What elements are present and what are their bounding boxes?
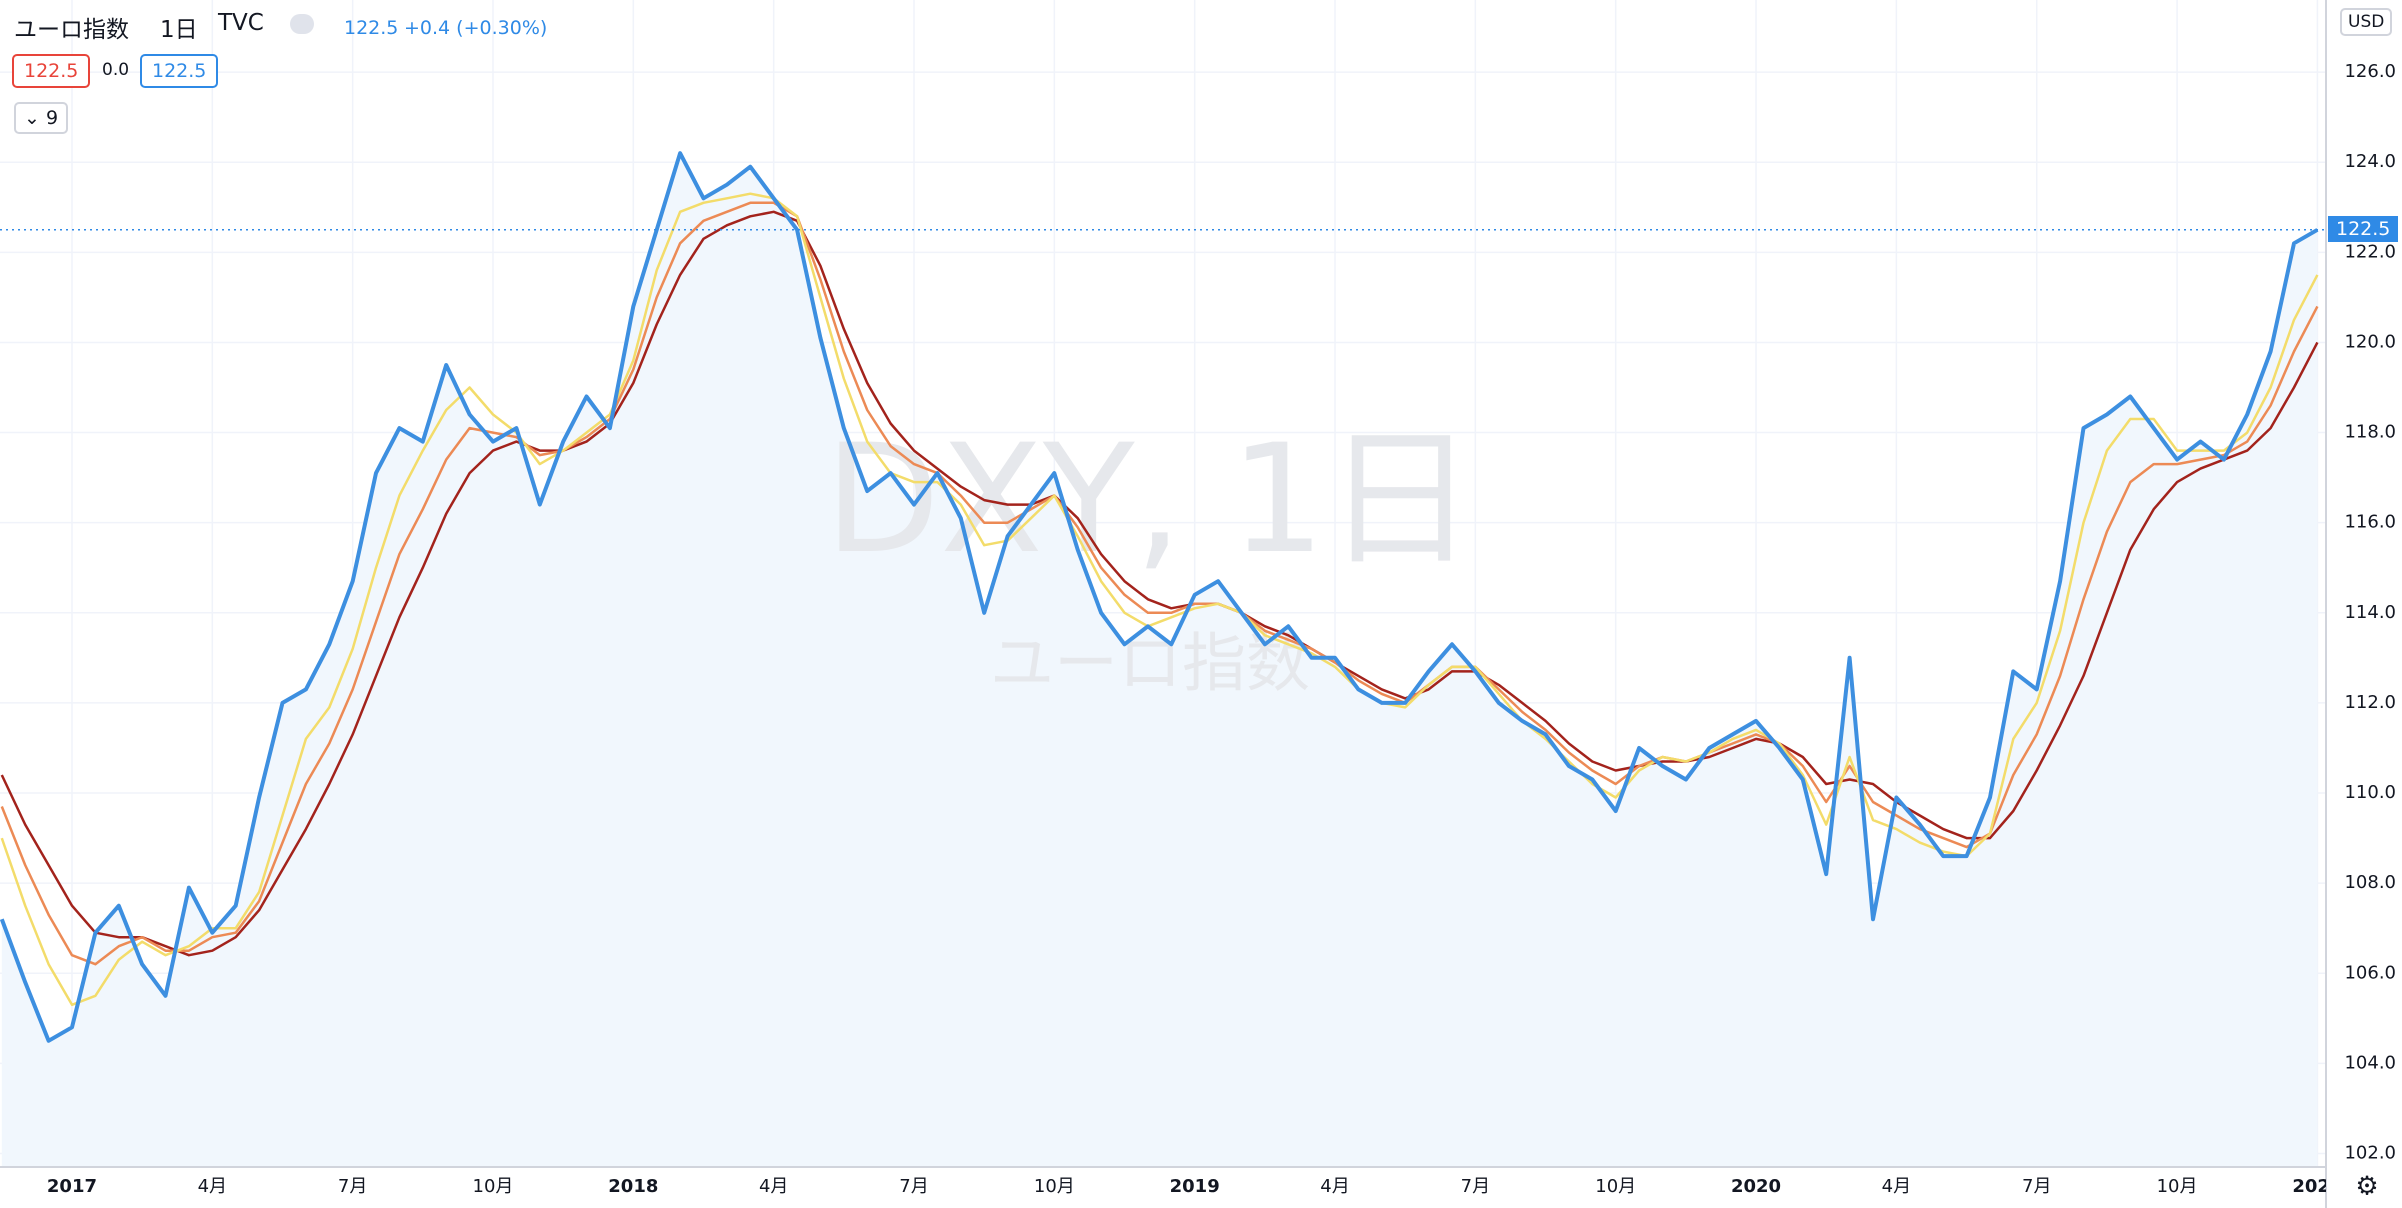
x-tick-label: 7月	[899, 1176, 928, 1197]
x-tick-label: 10月	[473, 1176, 514, 1197]
x-tick-label: 10月	[1595, 1176, 1636, 1197]
x-tick-label: 2021	[2292, 1176, 2342, 1197]
source: TVC	[218, 10, 264, 36]
x-tick-label: 2017	[47, 1176, 97, 1197]
y-tick-label: 122.0	[2344, 241, 2396, 262]
watermark-sub: ユーロ指数	[990, 628, 1310, 702]
y-tick-label: 102.0	[2344, 1142, 2396, 1163]
y-tick-label: 124.0	[2344, 151, 2396, 172]
y-tick-label: 116.0	[2344, 512, 2396, 533]
x-tick-label: 7月	[1461, 1176, 1490, 1197]
y-tick-label: 126.0	[2344, 61, 2396, 82]
legend-value: 122.5	[140, 54, 219, 88]
price-line	[0, 151, 2319, 1043]
settings-icon[interactable]: ⚙	[2355, 1172, 2378, 1202]
y-tick-label: 114.0	[2344, 602, 2396, 623]
currency[interactable]: USD	[2340, 8, 2393, 36]
x-tick-label: 4月	[1882, 1176, 1911, 1197]
ma-line	[0, 210, 2319, 957]
legend-value: 122.5	[12, 54, 91, 88]
x-tick-labels: 2017 4月 7月 10月 2018 4月 7月 10月 2019 4月 7月 10月 2020 4月 7…	[47, 1176, 2342, 1197]
y-tick-label: 112.0	[2344, 692, 2396, 713]
y-tick-label: 110.0	[2344, 782, 2396, 803]
x-tick-label: 7月	[2022, 1176, 2051, 1197]
last-price-label: 122.5	[2328, 215, 2399, 242]
x-tick-label: 4月	[198, 1176, 227, 1197]
y-tick-label: 120.0	[2344, 331, 2396, 352]
ma-count: 9	[45, 107, 59, 129]
ma-toggle[interactable]: ⌄ 9	[14, 102, 69, 134]
x-tick-label: 2020	[1731, 1176, 1781, 1197]
x-tick-label: 2018	[608, 1176, 658, 1197]
ma-line	[0, 192, 2319, 1007]
y-tick-label: 106.0	[2344, 962, 2396, 983]
ma-line	[0, 201, 2319, 966]
x-tick-label: 10月	[2157, 1176, 2198, 1197]
y-tick-label: 104.0	[2344, 1052, 2396, 1073]
change: +0.4 (+0.30%)	[404, 17, 548, 39]
legend-value: 0.0	[102, 60, 130, 80]
area-fill	[1, 153, 2318, 1167]
toggle-icon[interactable]	[290, 14, 314, 34]
watermark: DXY, 1日	[825, 413, 1476, 587]
x-tick-label: 2019	[1170, 1176, 1220, 1197]
x-tick-label: 4月	[759, 1176, 788, 1197]
interval: 1日	[160, 17, 198, 43]
symbol: ユーロ指数	[14, 17, 129, 43]
y-tick-label: 118.0	[2344, 422, 2396, 443]
x-tick-label: 7月	[338, 1176, 367, 1197]
x-tick-label: 10月	[1034, 1176, 1075, 1197]
y-tick-label: 108.0	[2344, 872, 2396, 893]
price: 122.5	[344, 17, 399, 39]
x-tick-label: 4月	[1320, 1176, 1349, 1197]
